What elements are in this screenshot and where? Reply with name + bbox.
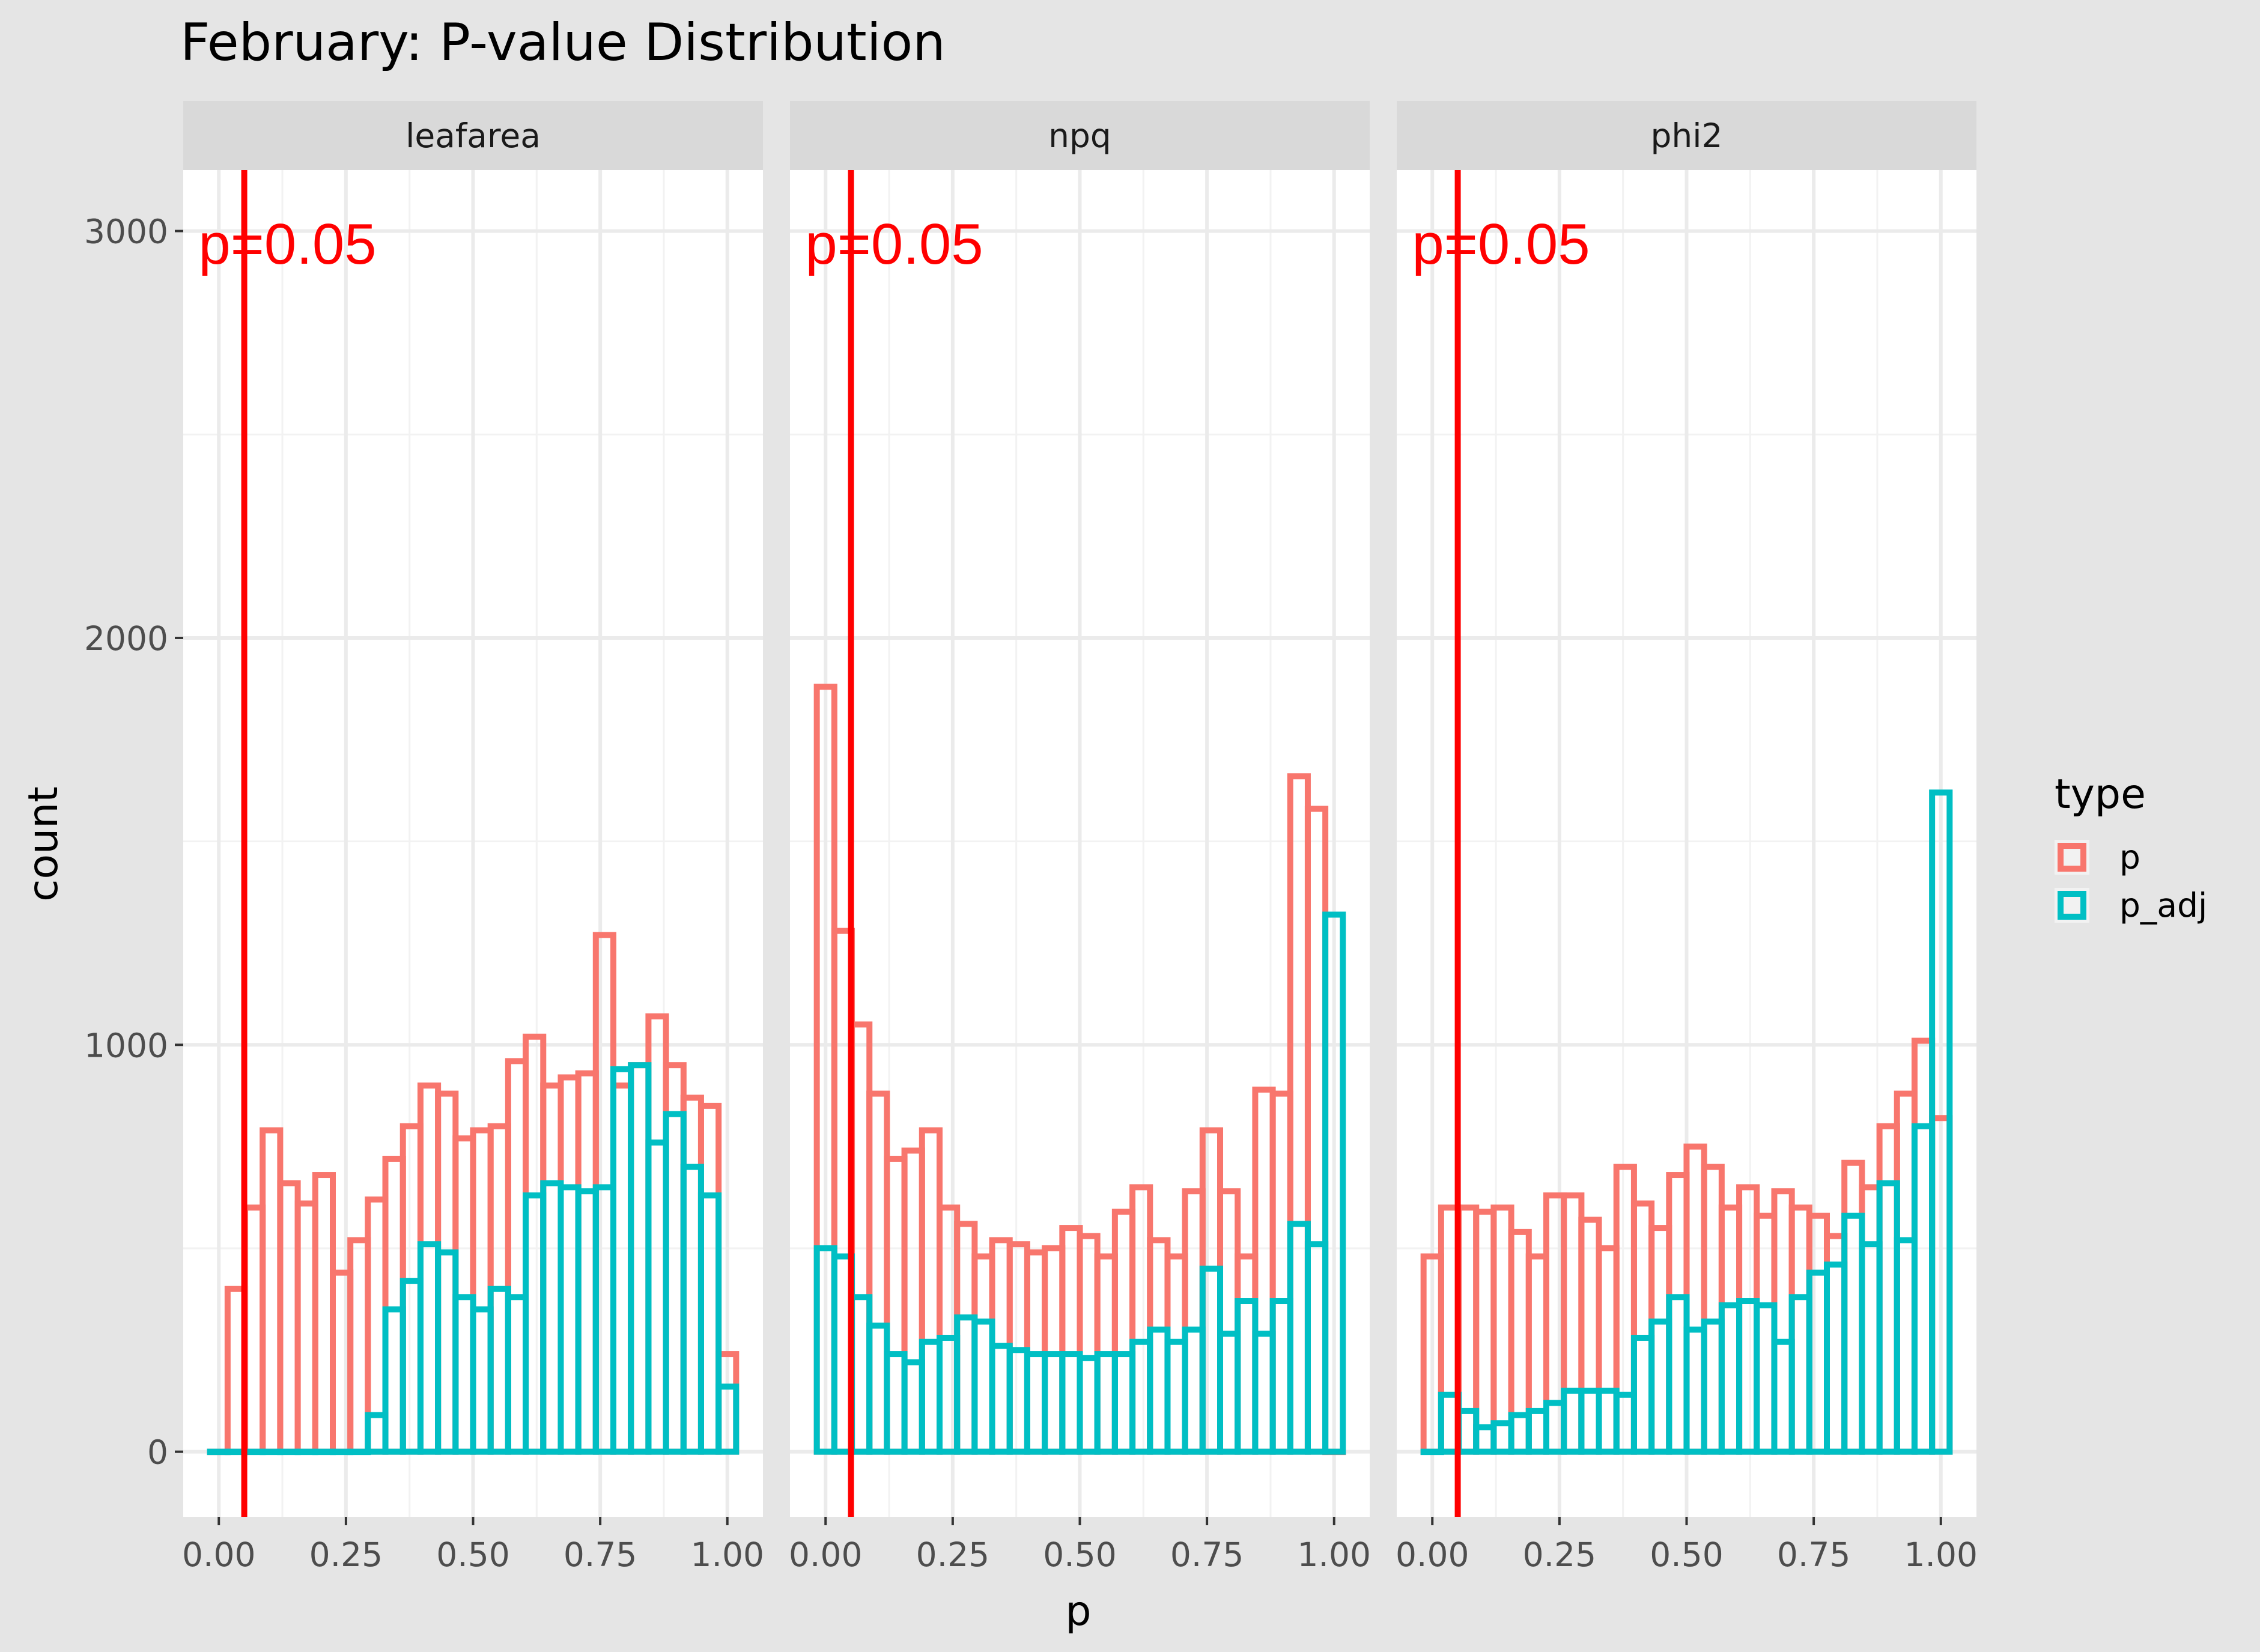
x-tick-label: 0.00 bbox=[1396, 1535, 1469, 1574]
y-tick-label: 2000 bbox=[84, 619, 168, 658]
legend: type p p_adj bbox=[2055, 771, 2207, 925]
x-tick-label: 1.00 bbox=[691, 1535, 764, 1574]
series-p-adj bbox=[207, 1062, 740, 1456]
x-tick-label: 1.00 bbox=[1904, 1535, 1978, 1574]
bar-p-adj bbox=[715, 1383, 740, 1455]
legend-title: type bbox=[2055, 771, 2146, 818]
series-p-adj bbox=[1420, 789, 1953, 1456]
x-tick-label: 0.75 bbox=[563, 1535, 637, 1574]
x-tick-label: 0.25 bbox=[1523, 1535, 1596, 1574]
facet-panel-leafarea: leafarea p=0.05 0.00 0.25 0.50 0.75 1.00 bbox=[182, 101, 764, 1574]
facet-strip bbox=[183, 101, 763, 170]
x-tick-label: 0.50 bbox=[1043, 1535, 1116, 1574]
threshold-label: p=0.05 bbox=[805, 212, 983, 276]
x-tick-label: 0.25 bbox=[916, 1535, 989, 1574]
legend-key-p bbox=[2058, 843, 2086, 872]
series-p-adj bbox=[813, 911, 1346, 1455]
legend-key-p-adj bbox=[2058, 891, 2086, 920]
facet-strip-label: leafarea bbox=[406, 117, 541, 155]
legend-label: p_adj bbox=[2119, 886, 2207, 925]
y-tick-label: 1000 bbox=[84, 1026, 168, 1064]
facet-panel-npq: npq p=0.05 0.00 0.25 0.50 0.75 1.00 bbox=[789, 101, 1371, 1574]
threshold-label: p=0.05 bbox=[198, 212, 376, 276]
y-tick-label: 0 bbox=[147, 1433, 168, 1472]
legend-label: p bbox=[2119, 838, 2140, 876]
facet-panels: leafarea p=0.05 0.00 0.25 0.50 0.75 1.00 npq p=0… bbox=[182, 101, 1978, 1574]
x-tick-label: 0.75 bbox=[1170, 1535, 1244, 1574]
y-axis-title: count bbox=[20, 786, 67, 902]
x-tick-label: 1.00 bbox=[1298, 1535, 1371, 1574]
chart-title: February: P-value Distribution bbox=[180, 13, 946, 73]
x-tick-label: 0.75 bbox=[1777, 1535, 1850, 1574]
x-tick-label: 0.00 bbox=[182, 1535, 255, 1574]
bar-p-adj bbox=[1322, 911, 1346, 1455]
x-tick-label: 0.50 bbox=[1650, 1535, 1723, 1574]
x-axis-title: p bbox=[1065, 1588, 1091, 1635]
y-tick-label: 3000 bbox=[84, 213, 168, 251]
threshold-label: p=0.05 bbox=[1412, 212, 1590, 276]
x-tick-label: 0.25 bbox=[309, 1535, 383, 1574]
y-axis: 0 1000 2000 3000 bbox=[84, 213, 183, 1472]
x-tick-label: 0.50 bbox=[436, 1535, 509, 1574]
facet-strip-label: phi2 bbox=[1650, 117, 1722, 155]
facet-strip-label: npq bbox=[1048, 117, 1111, 155]
facet-strip bbox=[790, 101, 1370, 170]
bar-p-adj bbox=[697, 1192, 722, 1455]
facet-strip bbox=[1397, 101, 1976, 170]
x-tick-label: 0.00 bbox=[789, 1535, 862, 1574]
bar-p-adj bbox=[1929, 789, 1953, 1455]
facet-panel-phi2: phi2 p=0.05 0.00 0.25 0.50 0.75 1.00 bbox=[1396, 101, 1978, 1574]
